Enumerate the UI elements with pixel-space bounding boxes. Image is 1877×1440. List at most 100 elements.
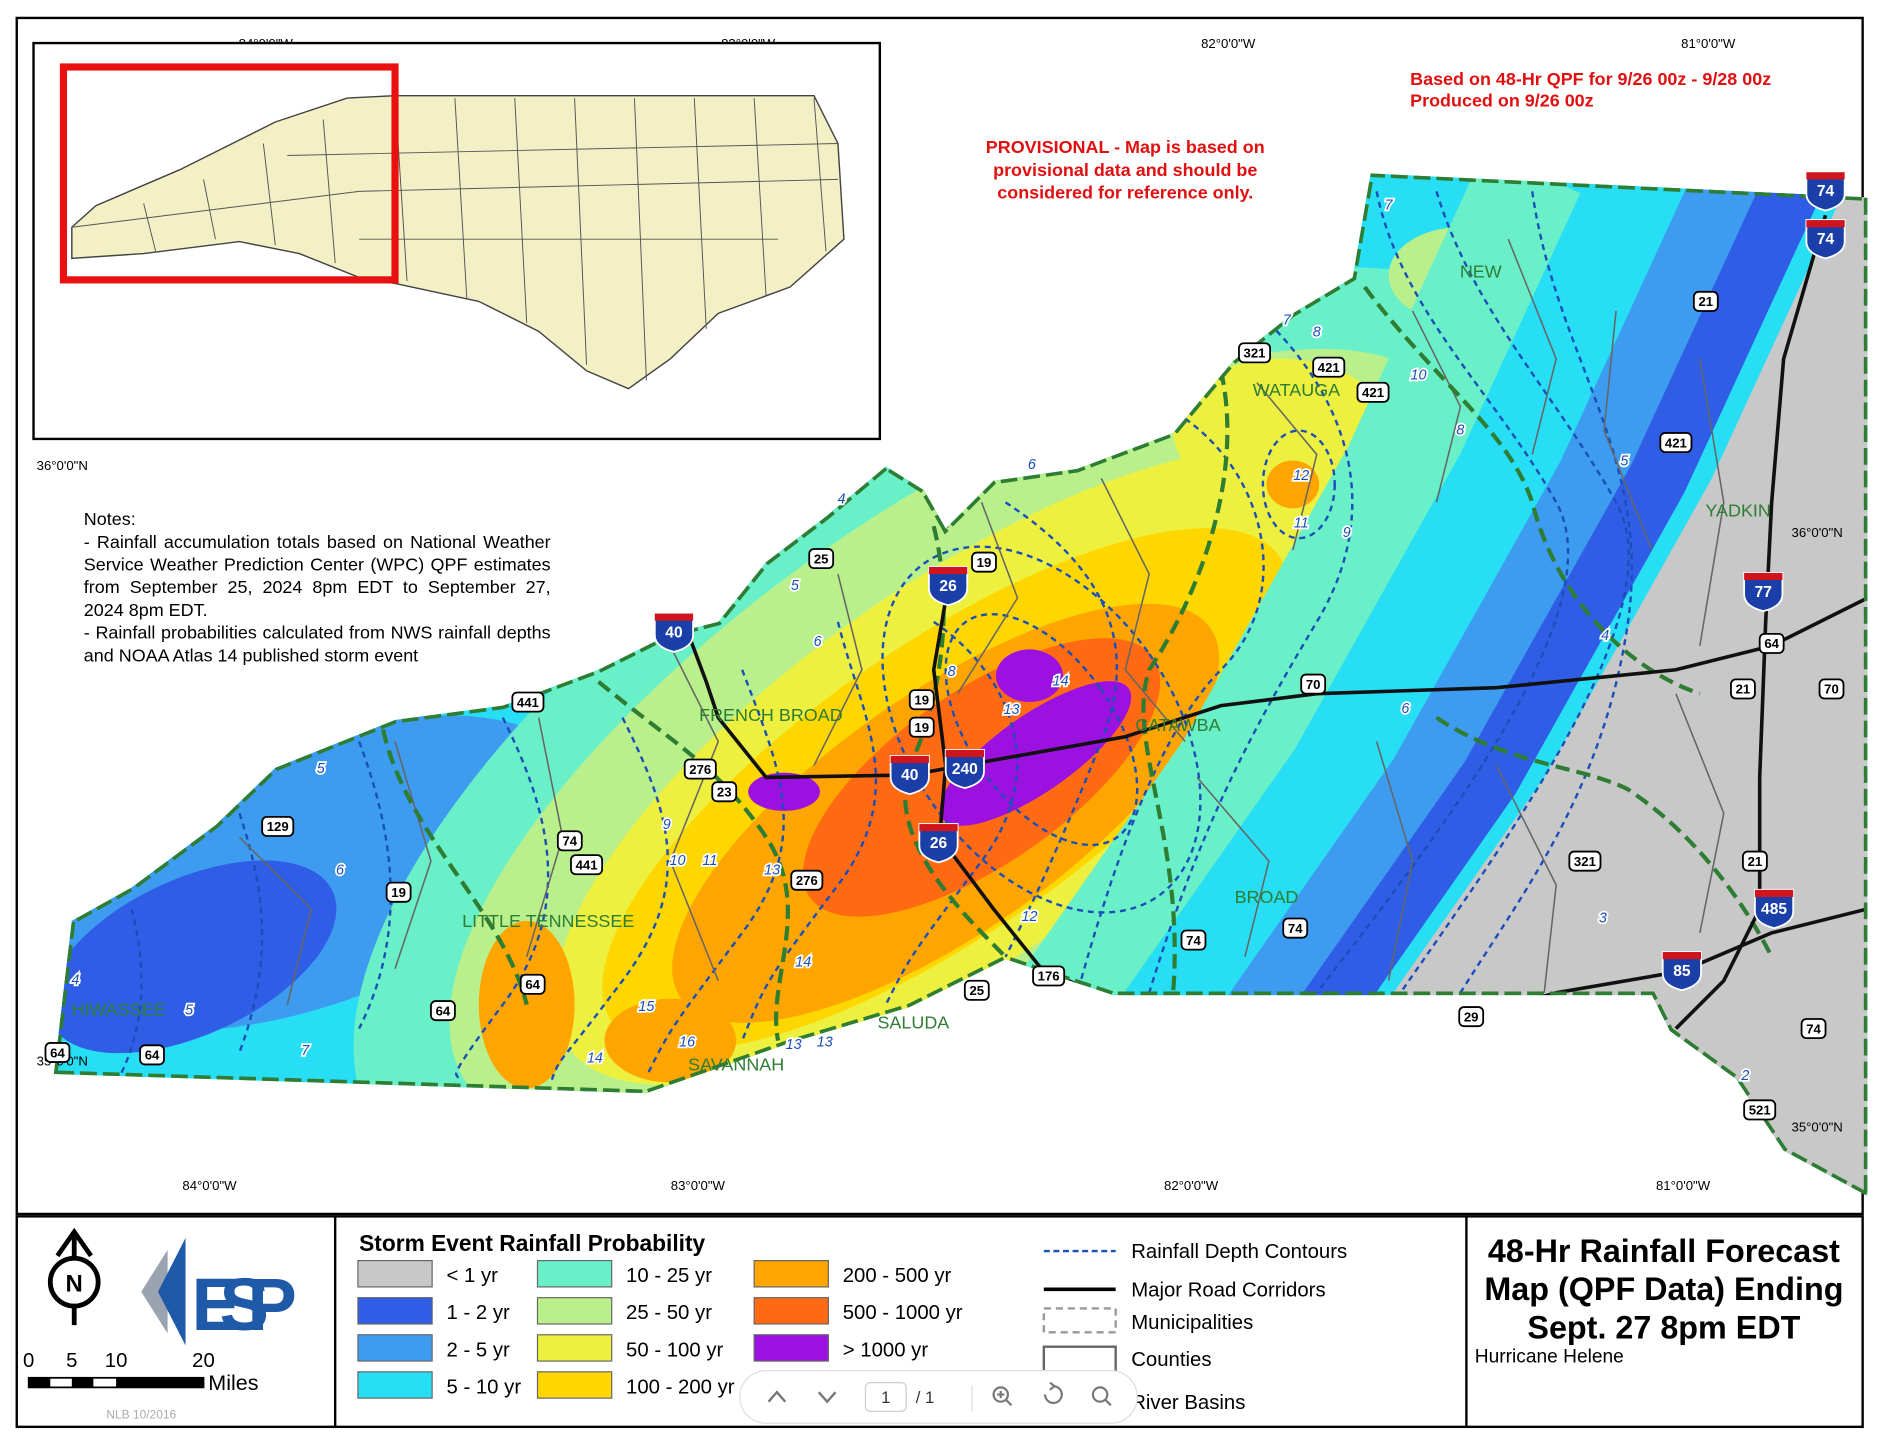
legend-label: 100 - 200 yr bbox=[626, 1376, 735, 1398]
route-shield bbox=[971, 551, 997, 573]
route-shield bbox=[1300, 673, 1327, 695]
route-shield bbox=[261, 815, 295, 837]
viewer-toolbar: 1 / 1 bbox=[739, 1370, 1138, 1424]
logo-name: ESP bbox=[192, 1263, 297, 1346]
interstate-shield-top bbox=[928, 566, 968, 575]
legend-swatch bbox=[753, 1297, 829, 1325]
route-label: 421 bbox=[1362, 385, 1384, 400]
route-label: 276 bbox=[689, 762, 711, 777]
zoom-in[interactable] bbox=[992, 1386, 1013, 1407]
route-shield bbox=[1818, 678, 1845, 700]
route-shield bbox=[1743, 1099, 1777, 1121]
legend-label: < 1 yr bbox=[447, 1265, 499, 1287]
river-basin-label: FRENCH BROAD bbox=[699, 705, 843, 725]
credit: NLB 10/2016 bbox=[106, 1407, 176, 1421]
route-label: 276 bbox=[796, 873, 818, 888]
prev-page[interactable] bbox=[767, 1390, 787, 1403]
route-shield bbox=[1568, 850, 1602, 872]
route-label: 74 bbox=[1186, 933, 1201, 948]
route-label: 70 bbox=[1824, 682, 1839, 697]
river-basin-label: LITTLE TENNESSEE bbox=[462, 911, 634, 931]
route-shield bbox=[790, 869, 824, 891]
contour-label: 7 bbox=[301, 1043, 310, 1059]
scale-segment bbox=[28, 1377, 51, 1388]
interstate-label: 485 bbox=[1761, 901, 1787, 918]
interstate-shield-top bbox=[945, 749, 984, 758]
zone bbox=[53, 860, 337, 1054]
coordinate-label: 36°0'0"N bbox=[1792, 525, 1843, 540]
inset-map bbox=[32, 41, 882, 441]
legend-title: Storm Event Rainfall Probability bbox=[359, 1230, 705, 1256]
contour-label: 8 bbox=[948, 664, 956, 680]
route-shield bbox=[556, 830, 583, 852]
river-basin-label: NEW bbox=[1460, 261, 1502, 281]
contour-label: 5 bbox=[185, 1002, 194, 1018]
route-shield bbox=[1800, 1018, 1827, 1040]
route-label: 19 bbox=[977, 555, 992, 570]
interstate-shield bbox=[918, 823, 959, 864]
interstate-shield bbox=[1661, 951, 1702, 992]
esp-logo: ESP bbox=[141, 1237, 297, 1346]
provisional-note: provisional data and should be bbox=[993, 160, 1257, 180]
line-legend-label: Municipalities bbox=[1131, 1312, 1253, 1334]
route-shield bbox=[139, 1044, 165, 1066]
route-label: 521 bbox=[1749, 1103, 1771, 1118]
contour-label: 8 bbox=[1313, 324, 1321, 340]
page-input[interactable] bbox=[864, 1381, 907, 1412]
route-shield bbox=[1032, 965, 1066, 987]
contour-label: 13 bbox=[786, 1037, 802, 1053]
next-page[interactable] bbox=[817, 1391, 837, 1404]
map-title: 48-Hr Rainfall Forecast Map (QPF Data) E… bbox=[1484, 1233, 1844, 1346]
route-shield bbox=[683, 758, 717, 780]
interstate-shield bbox=[928, 566, 969, 607]
route-shield bbox=[511, 691, 545, 713]
notes-item: - Rainfall accumulation totals based on … bbox=[83, 532, 551, 621]
north-arrow: N bbox=[47, 1227, 101, 1326]
interstate-shield bbox=[1805, 219, 1846, 260]
interstate-shield-top bbox=[919, 824, 958, 832]
rainfall-contours bbox=[118, 191, 1633, 1084]
route-label: 441 bbox=[576, 858, 598, 873]
contour-label: 9 bbox=[663, 817, 671, 833]
route-label: 21 bbox=[1698, 294, 1713, 309]
contour-label: 12 bbox=[1021, 909, 1037, 925]
contour-label: 11 bbox=[1294, 516, 1309, 532]
coordinate-label: 81°0'0"W bbox=[1656, 1178, 1711, 1193]
contour-label: 9 bbox=[1343, 525, 1351, 541]
contour-label: 5 bbox=[791, 578, 800, 594]
line-legend-label: Major Road Corridors bbox=[1131, 1279, 1325, 1301]
interstate-label: 74 bbox=[1817, 231, 1835, 248]
legend-swatch bbox=[536, 1371, 613, 1399]
north-label: N bbox=[66, 1271, 83, 1298]
contour-label: 13 bbox=[817, 1035, 833, 1051]
route-label: 421 bbox=[1665, 435, 1687, 450]
route-shield bbox=[1730, 678, 1756, 700]
river-basin-label: SALUDA bbox=[877, 1013, 949, 1033]
route-label: 74 bbox=[1806, 1021, 1821, 1036]
rotate[interactable] bbox=[1043, 1381, 1063, 1404]
legend-swatch bbox=[357, 1334, 433, 1362]
line-legend: Rainfall Depth Contours Major Road Corrid… bbox=[1131, 1241, 1347, 1414]
river-basin-label: HIWASSEE bbox=[71, 999, 165, 1019]
route-shield bbox=[808, 548, 835, 570]
search[interactable] bbox=[1091, 1386, 1112, 1407]
contour-label: 13 bbox=[1004, 702, 1020, 718]
contour-label: 3 bbox=[1599, 910, 1607, 926]
coordinate-label: 82°0'0"W bbox=[1201, 36, 1256, 51]
map-subtitle: Hurricane Helene bbox=[1474, 1346, 1624, 1368]
route-shield bbox=[385, 881, 412, 903]
route-shield bbox=[519, 973, 546, 995]
coordinate-label: 83°0'0"W bbox=[671, 1178, 726, 1193]
route-shield bbox=[1180, 929, 1207, 951]
contour-label: 11 bbox=[702, 853, 717, 869]
route-shield bbox=[1659, 432, 1693, 453]
legend-swatch bbox=[536, 1334, 613, 1362]
interstate-label: 26 bbox=[939, 578, 957, 595]
route-label: 25 bbox=[814, 551, 829, 566]
route-shield bbox=[1282, 917, 1309, 939]
river-basin-label: SAVANNAH bbox=[688, 1054, 784, 1074]
legend-label: 500 - 1000 yr bbox=[843, 1302, 963, 1324]
coordinate-label: 84°0'0"W bbox=[182, 1178, 237, 1193]
